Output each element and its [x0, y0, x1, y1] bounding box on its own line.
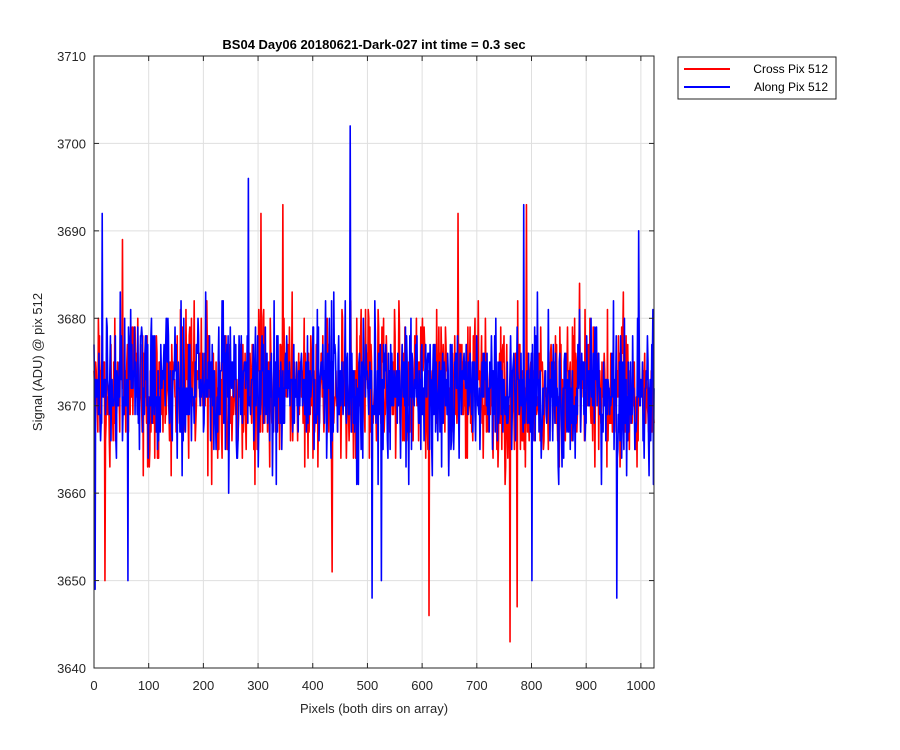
x-tick-label: 100: [138, 678, 160, 693]
x-tick-label: 0: [90, 678, 97, 693]
x-tick-label: 300: [247, 678, 269, 693]
series-layer: [93, 125, 655, 643]
y-tick-label: 3700: [57, 136, 86, 151]
x-tick-label: 600: [411, 678, 433, 693]
y-tick-label: 3690: [57, 224, 86, 239]
y-tick-label: 3670: [57, 399, 86, 414]
legend-box: [677, 56, 837, 100]
y-tick-label: 3640: [57, 661, 86, 676]
y-tick-label: 3710: [57, 49, 86, 64]
x-tick-label: 900: [575, 678, 597, 693]
x-tick-label: 1000: [626, 678, 655, 693]
y-tick-label: 3680: [57, 311, 86, 326]
y-axis-label: Signal (ADU) @ pix 512: [30, 293, 45, 431]
x-tick-label: 400: [302, 678, 324, 693]
x-tick-label: 800: [521, 678, 543, 693]
x-axis-label: Pixels (both dirs on array): [300, 701, 448, 716]
chart-title: BS04 Day06 20180621-Dark-027 int time = …: [222, 37, 525, 52]
y-tick-label: 3650: [57, 574, 86, 589]
series-line-1: [93, 125, 655, 599]
plot-frame: [93, 55, 655, 669]
x-tick-label: 500: [357, 678, 379, 693]
y-tick-label: 3660: [57, 486, 86, 501]
x-tick-label: 200: [193, 678, 215, 693]
legend-label-along: Along Pix 512: [754, 80, 828, 94]
x-tick-label: 700: [466, 678, 488, 693]
axis-ticks: 0 100 200 300 400 500 600 700 800 900 1000 3640 3650…: [57, 49, 655, 693]
legend: Cross Pix 512 Along Pix 512: [677, 56, 837, 100]
legend-label-cross: Cross Pix 512: [753, 62, 828, 76]
